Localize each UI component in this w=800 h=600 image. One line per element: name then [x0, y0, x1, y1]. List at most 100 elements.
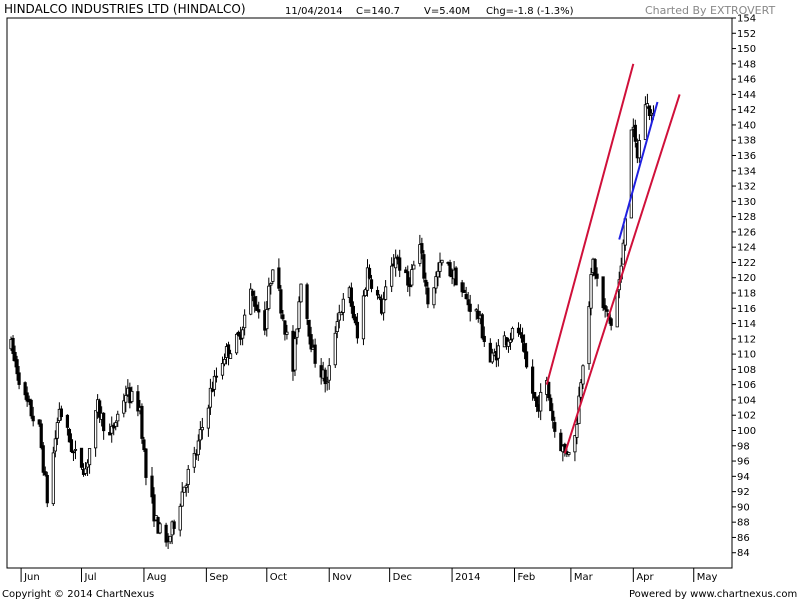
- trendline: [545, 63, 635, 385]
- candle-body: [508, 339, 513, 343]
- candle-body: [136, 391, 140, 412]
- candle-body: [208, 387, 213, 408]
- candle-body: [110, 425, 114, 434]
- candle-body: [524, 351, 529, 368]
- candle-body: [210, 389, 215, 392]
- candle-body: [394, 257, 398, 269]
- candle-body: [377, 296, 382, 299]
- candle-body: [621, 242, 625, 265]
- candle-body: [295, 328, 299, 338]
- candle-body: [575, 423, 579, 438]
- y-tick-label: 104: [737, 395, 756, 406]
- candle-body: [381, 298, 386, 314]
- x-tick-label: Sep: [209, 572, 228, 583]
- candle-body: [144, 448, 148, 478]
- candle-body: [55, 422, 59, 439]
- candle-body: [23, 382, 27, 396]
- candle-body: [277, 267, 281, 289]
- candle-body: [454, 267, 458, 286]
- candle-body: [406, 271, 410, 286]
- y-tick-label: 100: [737, 426, 756, 437]
- x-tick-label: Jul: [84, 572, 97, 583]
- x-tick-label: Mar: [574, 572, 594, 583]
- y-tick-label: 124: [737, 243, 756, 254]
- candle-body: [69, 439, 74, 452]
- y-tick-label: 116: [737, 304, 756, 315]
- candle-body: [633, 124, 637, 142]
- candle-body: [547, 381, 551, 399]
- candle-body: [65, 414, 70, 428]
- candle-body: [367, 267, 372, 279]
- candle-body: [448, 262, 452, 277]
- candle-body: [518, 332, 523, 335]
- candle-body: [349, 287, 353, 307]
- candle-body: [353, 316, 358, 324]
- candle-body: [460, 282, 464, 293]
- x-tick-label: Apr: [636, 572, 654, 583]
- candle-body: [305, 284, 309, 319]
- candle-body: [271, 269, 275, 282]
- candle-body: [436, 270, 440, 278]
- candle-body: [647, 105, 652, 116]
- candle-body: [182, 486, 186, 493]
- candle-body: [253, 296, 257, 307]
- candle-body: [212, 375, 217, 390]
- header-volume: V=5.40M: [424, 6, 470, 17]
- candle-body: [53, 438, 57, 452]
- candle-body: [464, 293, 468, 300]
- y-tick-label: 120: [737, 273, 756, 284]
- candle-body: [589, 274, 593, 309]
- candle-body: [355, 321, 360, 339]
- candle-body: [506, 340, 511, 347]
- y-tick-label: 138: [737, 136, 756, 147]
- y-tick-label: 152: [737, 29, 756, 40]
- candle-body: [361, 295, 366, 340]
- candlesticks: [9, 93, 656, 549]
- candle-body: [285, 331, 289, 335]
- x-axis: Jun Jul Aug Sep Oct Nov Dec 2014 Feb Mar Apr May: [20, 568, 717, 583]
- candle-body: [573, 435, 577, 453]
- candle-body: [474, 309, 478, 312]
- candle-body: [102, 412, 106, 432]
- candle-body: [281, 314, 285, 320]
- candle-body: [605, 309, 609, 312]
- candle-body: [168, 535, 172, 543]
- candle-body: [480, 314, 484, 339]
- y-tick-label: 86: [737, 533, 750, 544]
- candle-body: [559, 432, 563, 452]
- candle-body: [236, 331, 241, 336]
- candle-body: [243, 314, 247, 329]
- y-tick-label: 106: [737, 380, 756, 391]
- candle-body: [363, 289, 368, 296]
- candle-body: [29, 399, 33, 417]
- candle-body: [122, 400, 126, 414]
- candle-body: [79, 447, 84, 468]
- y-tick-label: 132: [737, 182, 756, 193]
- candle-body: [323, 369, 327, 385]
- candle-body: [551, 410, 555, 421]
- x-tick-label: Feb: [518, 572, 536, 583]
- x-tick-label: Nov: [332, 572, 352, 583]
- candle-body: [87, 448, 92, 466]
- trendlines: [545, 63, 681, 454]
- y-tick-label: 112: [737, 334, 756, 345]
- candle-body: [424, 279, 428, 287]
- candle-body: [579, 382, 583, 398]
- y-tick-label: 144: [737, 90, 756, 101]
- trendline: [563, 94, 681, 454]
- candle-body: [228, 353, 233, 359]
- candle-body: [59, 408, 63, 418]
- y-tick-label: 84: [737, 548, 750, 559]
- candle-body: [43, 471, 47, 476]
- y-tick-label: 96: [737, 457, 750, 468]
- candle-body: [172, 521, 176, 529]
- y-tick-label: 154: [737, 14, 756, 25]
- candle-body: [226, 344, 231, 357]
- candle-body: [482, 335, 486, 342]
- candle-body: [251, 290, 255, 296]
- chart-title: HINDALCO INDUSTRIES LTD (HINDALCO): [4, 2, 246, 16]
- candle-body: [412, 264, 416, 270]
- x-tick-label: 2014: [455, 572, 480, 583]
- candle-body: [341, 298, 345, 313]
